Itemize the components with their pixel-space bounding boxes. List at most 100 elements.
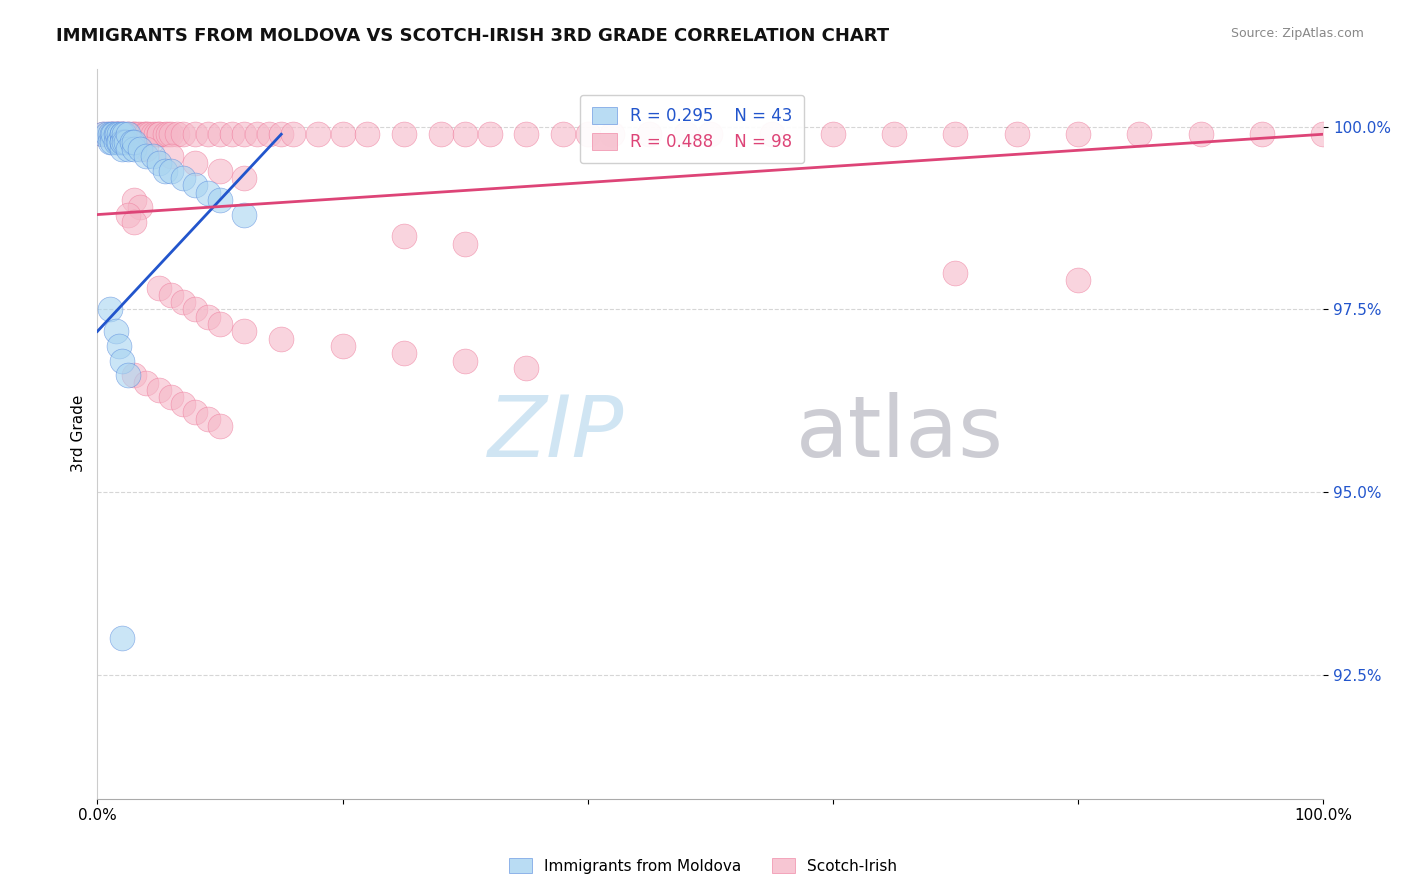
Point (98, 127, 121, 141)
Point (1251, 127, 1274, 141)
Point (112, 127, 135, 141)
Point (821, 127, 844, 141)
Point (145, 127, 167, 141)
Point (138, 127, 160, 141)
Point (148, 383, 170, 397)
Text: ZIP: ZIP (488, 392, 624, 475)
Point (515, 127, 537, 141)
Point (197, 186, 219, 200)
Point (172, 397, 194, 411)
Point (883, 127, 905, 141)
Point (208, 193, 231, 207)
Point (197, 310, 219, 324)
Point (96, 127, 118, 141)
Point (197, 412, 219, 426)
Point (105, 127, 128, 141)
Point (112, 127, 135, 141)
Point (101, 127, 124, 141)
Point (332, 339, 354, 353)
Point (172, 295, 194, 310)
Point (132, 127, 155, 141)
Point (945, 127, 967, 141)
Point (172, 127, 194, 141)
Point (103, 127, 125, 141)
Point (111, 142, 134, 156)
Point (98, 302, 121, 317)
Point (600, 127, 623, 141)
Point (108, 135, 131, 149)
Point (283, 127, 305, 141)
Legend: Immigrants from Moldova, Scotch-Irish: Immigrants from Moldova, Scotch-Irish (503, 852, 903, 880)
Point (160, 149, 183, 163)
Point (257, 127, 280, 141)
Point (98, 127, 121, 141)
Point (122, 142, 145, 156)
Point (111, 127, 134, 141)
Point (148, 156, 170, 170)
Point (98, 135, 121, 149)
Point (184, 405, 207, 419)
Point (184, 302, 207, 317)
Point (111, 127, 134, 141)
Point (121, 135, 143, 149)
Point (454, 353, 477, 368)
Point (111, 135, 134, 149)
Legend: R = 0.295    N = 43, R = 0.488    N = 98: R = 0.295 N = 43, R = 0.488 N = 98 (579, 95, 804, 163)
Point (117, 127, 139, 141)
Point (160, 390, 183, 404)
Point (356, 127, 378, 141)
Y-axis label: 3rd Grade: 3rd Grade (72, 395, 86, 473)
Point (104, 127, 127, 141)
Point (761, 127, 783, 141)
Point (122, 215, 145, 229)
Point (111, 135, 134, 149)
Point (270, 127, 292, 141)
Point (148, 127, 170, 141)
Point (454, 127, 477, 141)
Point (103, 127, 125, 141)
Point (122, 193, 145, 207)
Point (392, 127, 415, 141)
Point (135, 142, 157, 156)
Point (107, 127, 129, 141)
Point (576, 127, 599, 141)
Text: atlas: atlas (796, 392, 1004, 475)
Point (392, 229, 415, 244)
Point (108, 127, 131, 141)
Point (107, 135, 129, 149)
Point (184, 156, 207, 170)
Point (638, 127, 661, 141)
Point (208, 419, 231, 434)
Point (135, 376, 157, 390)
Point (135, 127, 157, 141)
Point (122, 127, 145, 141)
Point (307, 127, 329, 141)
Point (125, 127, 148, 141)
Point (129, 127, 152, 141)
Point (515, 360, 537, 375)
Point (553, 127, 575, 141)
Point (221, 127, 243, 141)
Point (208, 127, 231, 141)
Point (111, 127, 134, 141)
Point (135, 149, 157, 163)
Text: IMMIGRANTS FROM MOLDOVA VS SCOTCH-IRISH 3RD GRADE CORRELATION CHART: IMMIGRANTS FROM MOLDOVA VS SCOTCH-IRISH … (56, 27, 890, 45)
Point (1005, 127, 1028, 141)
Point (429, 127, 451, 141)
Point (101, 135, 124, 149)
Point (148, 280, 170, 294)
Point (121, 127, 143, 141)
Point (93, 127, 115, 141)
Point (172, 171, 194, 186)
Point (111, 631, 134, 645)
Point (93, 127, 115, 141)
Point (108, 339, 131, 353)
Point (114, 135, 136, 149)
Text: Source: ZipAtlas.com: Source: ZipAtlas.com (1230, 27, 1364, 40)
Point (104, 325, 127, 339)
Point (141, 149, 163, 163)
Point (184, 178, 207, 193)
Point (153, 163, 176, 178)
Point (197, 127, 219, 141)
Point (454, 236, 477, 251)
